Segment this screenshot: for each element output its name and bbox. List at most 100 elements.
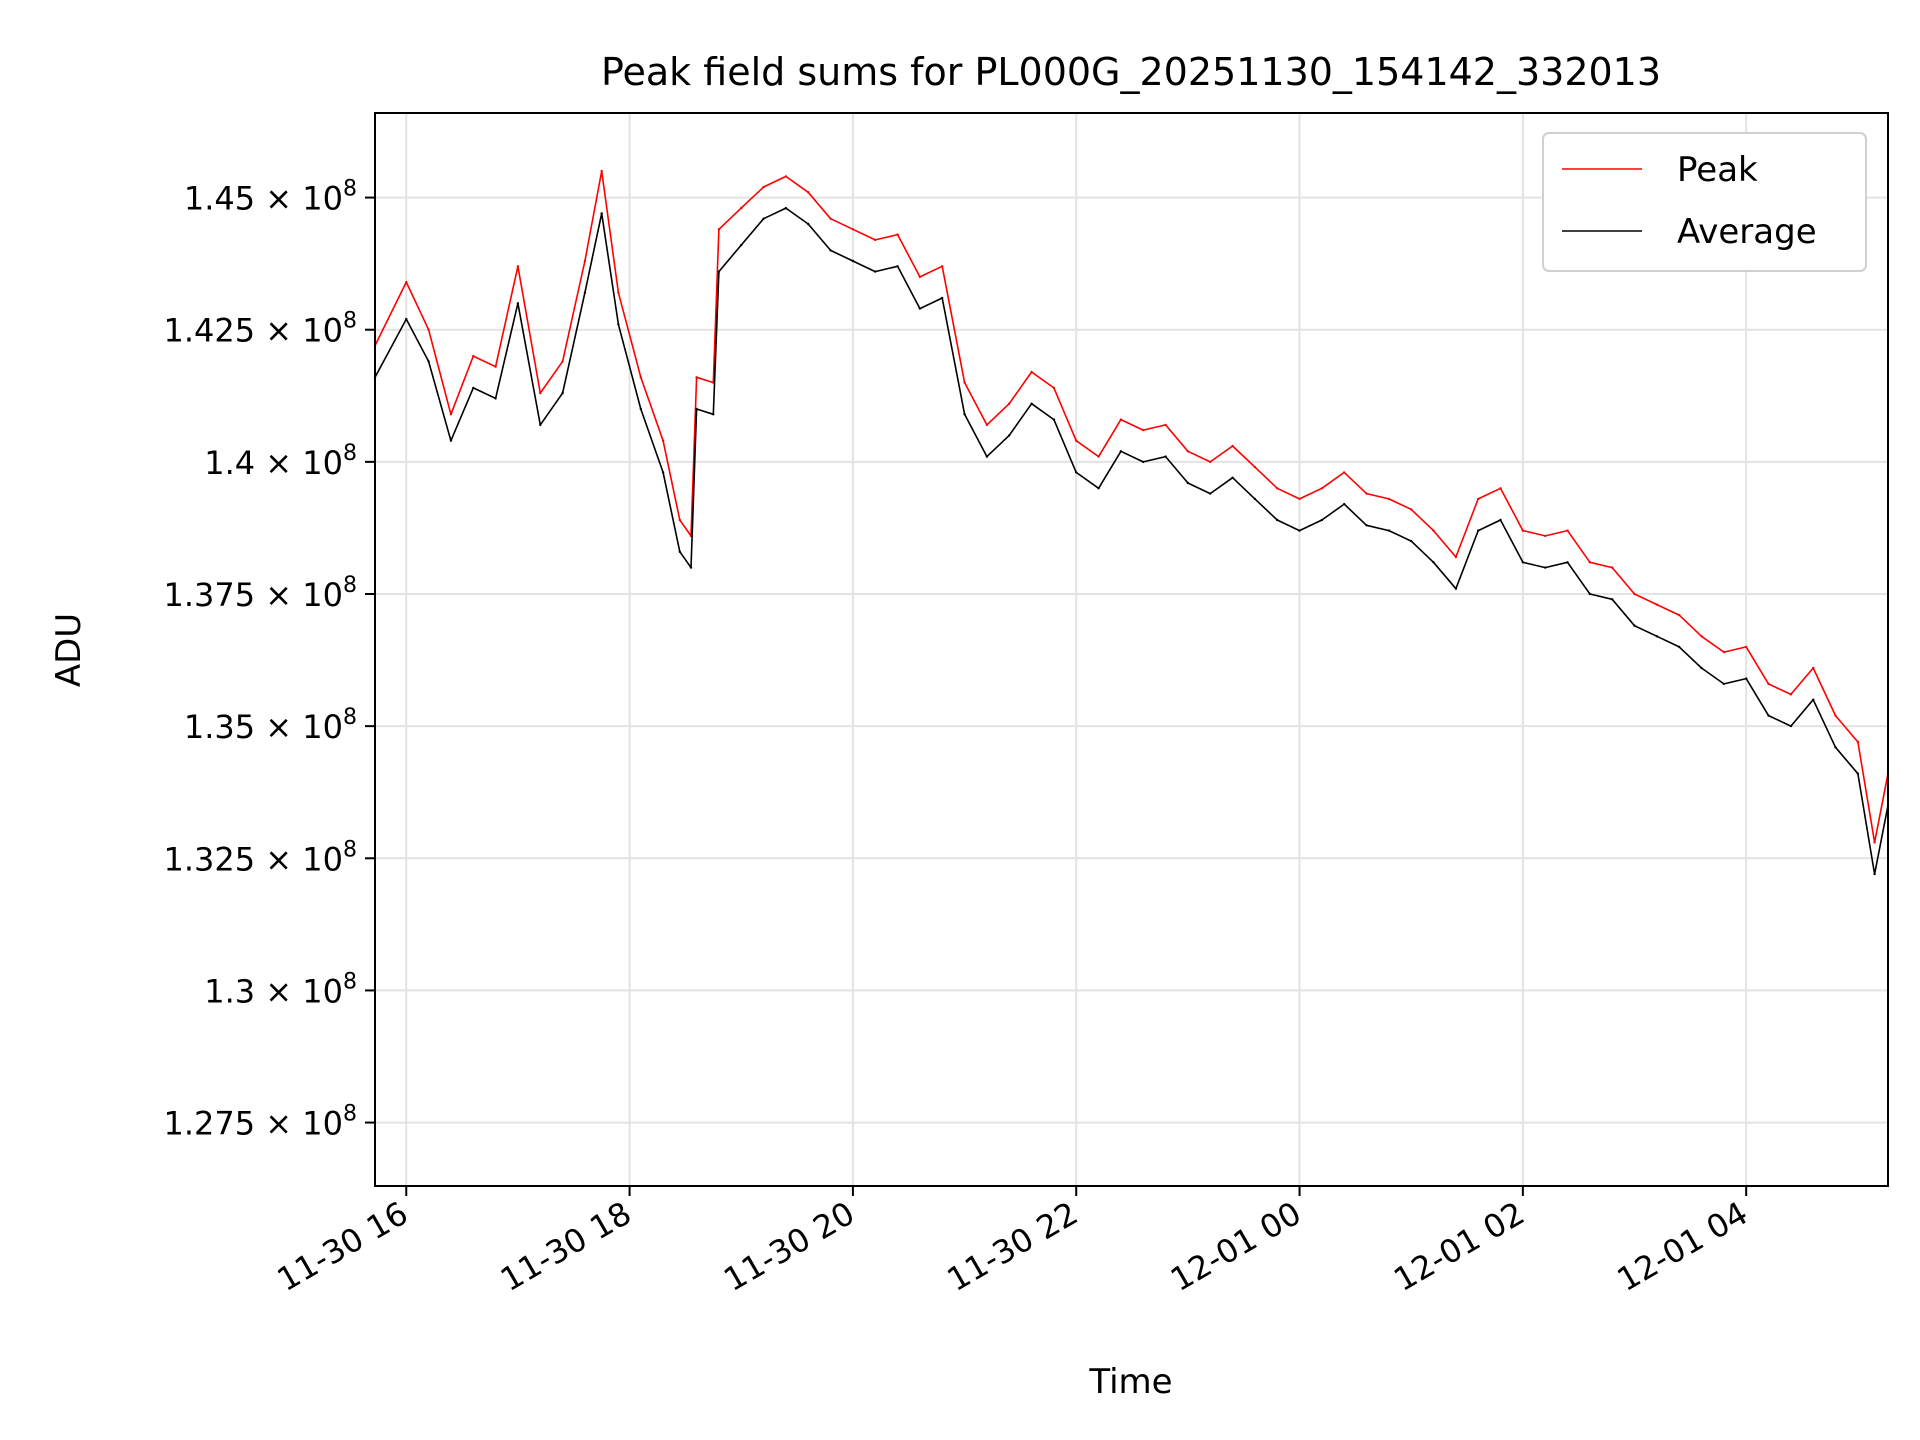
data-point-average [1722,682,1726,686]
data-point-average [874,270,877,273]
series-line-peak [374,170,1889,844]
data-point-peak [1410,508,1413,511]
data-point-peak [405,280,408,284]
data-point-average [1700,666,1703,670]
data-point-average [600,212,603,215]
data-point-peak [1209,460,1212,464]
data-point-peak [617,291,620,294]
data-point-average [1097,487,1100,490]
data-point-average [494,397,497,400]
data-point-peak [639,376,642,379]
data-point-average [1633,624,1636,627]
data-point-peak [1722,650,1726,654]
data-point-peak [851,228,855,231]
data-point-average [678,550,681,553]
data-point-peak [1834,714,1837,717]
data-point-peak [807,191,810,194]
data-point-average [1655,635,1659,638]
data-point-peak [678,518,681,522]
data-point-average [561,391,564,395]
y-tick-mantissa: 1.45 [184,180,255,218]
data-point-peak [1633,592,1636,596]
data-point-peak [695,376,698,379]
data-point-peak [1119,418,1123,421]
data-point-average [1588,592,1592,596]
data-point-average [689,566,693,569]
data-point-peak [918,275,922,279]
data-point-average [1365,524,1368,527]
data-point-average [1052,418,1056,421]
y-axis-label: ADU [49,613,89,687]
data-point-average [1030,402,1033,405]
data-point-peak [1186,450,1190,453]
data-point-average [1767,714,1770,717]
y-tick-mantissa: 1.425 [164,312,256,350]
data-point-peak [1276,487,1279,490]
y-tick-base: 10 [302,972,343,1010]
data-point-average [1745,677,1748,680]
y-tick-exponent: 8 [343,837,357,862]
data-point-average [1119,450,1123,453]
data-point-peak [1231,444,1234,448]
data-point-peak [1387,497,1391,501]
y-tick-exponent: 8 [343,177,357,202]
legend: Peak Average [1542,132,1867,272]
data-point-average [985,455,989,458]
y-tick-mantissa: 1.375 [164,576,256,614]
data-point-peak [1655,603,1659,606]
y-tick-base: 10 [302,840,343,878]
y-tick-times: × [255,444,302,482]
data-point-peak [1873,841,1876,844]
data-point-average [1834,746,1837,749]
y-tick-label: 1.275 × 108 [164,1102,357,1143]
data-point-average [1164,455,1167,458]
data-point-average [1387,529,1391,532]
legend-label-average: Average [1677,212,1817,252]
y-tick-exponent: 8 [343,705,357,730]
y-tick-base: 10 [302,708,343,746]
y-tick-times: × [255,708,302,746]
data-point-peak [963,381,966,384]
data-point-average [1544,566,1547,569]
y-tick-mantissa: 1.325 [164,840,256,878]
data-point-average [1276,518,1279,522]
legend-box [1542,132,1867,272]
y-tick-exponent: 8 [343,441,357,466]
data-point-peak [941,265,944,268]
grid [375,113,1888,1186]
data-point-average [1432,561,1435,564]
data-point-average [762,217,765,220]
data-point-peak [1477,497,1480,501]
data-point-peak [427,328,430,331]
y-tick-times: × [255,312,302,350]
data-point-peak [1164,423,1167,427]
data-point-average [617,323,620,326]
y-tick-label: 1.375 × 108 [164,573,357,614]
data-point-average [1477,529,1480,532]
data-point-average [712,413,715,416]
chart-title: Peak field sums for PL000G_20251130_1541… [601,50,1661,94]
data-point-peak [1812,666,1815,670]
data-point-average [427,360,430,363]
data-point-average [1812,698,1815,701]
y-tick-label: 1.45 × 108 [184,177,357,218]
data-point-peak [1052,386,1056,390]
y-tick-label: 1.325 × 108 [164,837,357,878]
data-point-peak [1611,566,1614,569]
data-point-average [1142,460,1145,464]
data-point-peak [1856,740,1860,744]
data-point-average [516,302,520,305]
data-point-peak [1075,439,1078,442]
data-point-peak [1097,455,1100,458]
data-point-peak [1320,487,1324,490]
data-point-average [963,413,966,416]
y-tick-exponent: 8 [343,573,357,598]
data-point-average [1075,471,1078,474]
data-point-average [1253,497,1257,501]
data-point-peak [874,238,877,242]
data-point-peak [1745,645,1748,649]
data-point-average [918,307,922,310]
data-point-peak [516,265,520,268]
data-point-peak [1521,529,1525,532]
